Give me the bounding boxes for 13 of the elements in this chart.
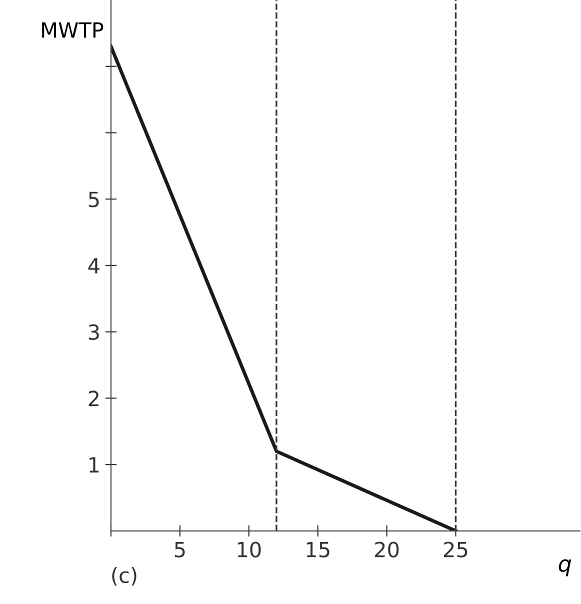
- x-tick-label: 20: [375, 542, 399, 558]
- x-tick-label: 15: [306, 542, 330, 558]
- x-tick-label: 25: [444, 542, 468, 558]
- y-tick-label: 2: [88, 390, 98, 406]
- y-tick-label: 1: [90, 457, 99, 472]
- x-tick-label: 10: [238, 542, 261, 558]
- y-tick-label: 3: [88, 324, 99, 340]
- text: (c): [112, 567, 136, 586]
- y-axis-title: MWTP: [42, 22, 104, 38]
- x-axis-title: q: [558, 559, 572, 576]
- y-tick-label: 5: [88, 192, 99, 208]
- y-tick-label: 4: [88, 258, 100, 274]
- x-tick-label: 5: [174, 542, 185, 558]
